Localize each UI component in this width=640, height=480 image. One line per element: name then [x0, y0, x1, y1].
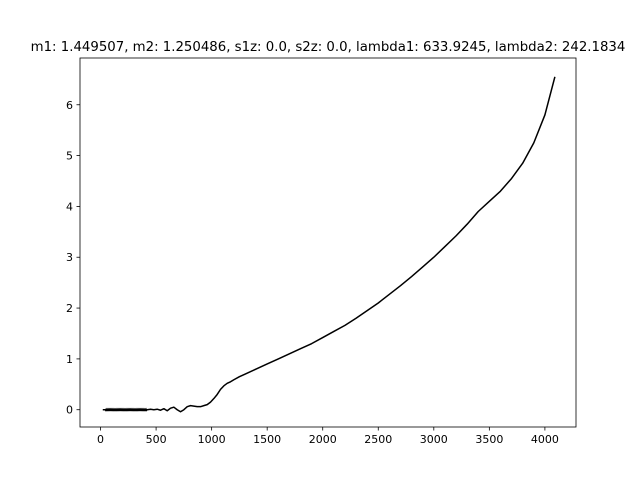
y-tick-label: 0	[66, 404, 73, 417]
x-tick-label: 2000	[309, 433, 337, 446]
series-line	[102, 76, 556, 413]
y-tick-label: 2	[66, 302, 73, 315]
x-tick-label: 500	[146, 433, 167, 446]
y-tick-label: 5	[66, 150, 73, 163]
x-tick-label: 1500	[253, 433, 281, 446]
y-tick-label: 3	[66, 251, 73, 264]
plot-frame	[79, 57, 577, 428]
x-tick-label: 1000	[198, 433, 226, 446]
series-oscillation	[104, 407, 148, 412]
y-tick-label: 4	[66, 200, 73, 213]
x-tick-label: 4000	[531, 433, 559, 446]
y-tick-label: 6	[66, 99, 73, 112]
x-tick-label: 3000	[420, 433, 448, 446]
x-tick-label: 0	[97, 433, 104, 446]
y-tick-label: 1	[66, 353, 73, 366]
plot-area: 0 500 1000 1500 2000 2500 3000 3500 4000 0 1 2 3 4 5 6	[66, 57, 577, 446]
x-tick-label: 2500	[364, 433, 392, 446]
x-tick-label: 3500	[475, 433, 503, 446]
chart-title: m1: 1.449507, m2: 1.250486, s1z: 0.0, s2…	[31, 40, 626, 55]
